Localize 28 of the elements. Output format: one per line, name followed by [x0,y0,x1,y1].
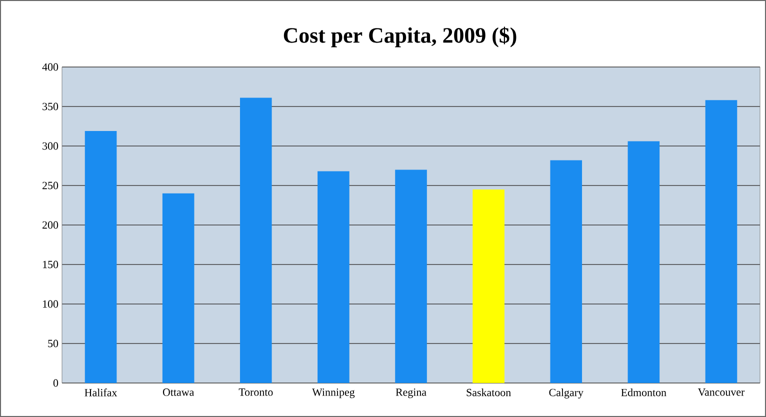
y-tick-label: 350 [42,102,58,110]
bar [472,189,504,383]
chart-title: Cost per Capita, 2009 ($) [284,26,516,48]
x-tick-label: Ottawa [162,388,194,396]
x-tick-label: Vancouver [698,388,745,396]
x-tick-label: Toronto [238,388,273,396]
x-tick-label: Halifax [84,388,118,396]
bar [162,193,194,383]
x-tick-label: Calgary [549,388,584,398]
y-tick-label: 400 [42,63,58,71]
bar [240,98,272,383]
bar [705,100,738,383]
bar [628,141,660,383]
y-tick-label: 250 [42,182,58,190]
x-tick-label: Regina [396,388,426,398]
bar [550,160,582,383]
x-tick-label: Winnipeg [312,388,355,398]
x-tick-label: Saskatoon [466,388,511,396]
y-tick-label: 0 [53,379,58,387]
y-tick-label: 150 [43,260,58,268]
bar [395,170,427,383]
bar [318,171,350,383]
y-tick-label: 200 [42,221,58,229]
x-tick-label: Edmonton [621,388,666,396]
y-tick-label: 300 [42,142,58,150]
bar [84,130,117,383]
y-tick-label: 50 [48,340,58,348]
y-tick-label: 100 [43,300,58,308]
